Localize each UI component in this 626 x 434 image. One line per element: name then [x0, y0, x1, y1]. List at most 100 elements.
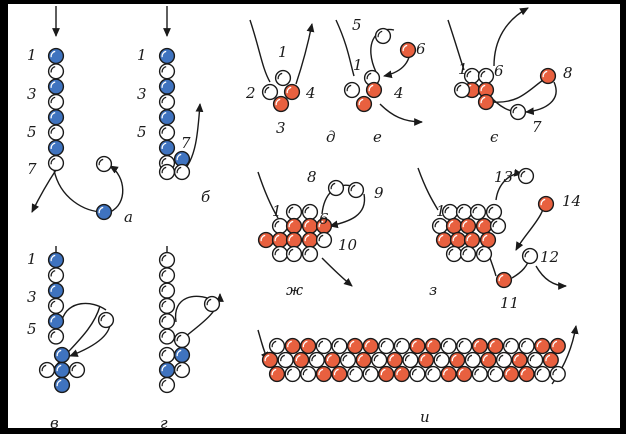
white-bead — [95, 155, 113, 173]
white-bead — [158, 282, 176, 299]
white-bead — [331, 337, 348, 355]
white-bead — [456, 337, 473, 355]
white-bead — [301, 245, 319, 263]
thread-path — [493, 7, 529, 67]
white-bead — [339, 351, 357, 369]
thread-path — [370, 28, 395, 73]
blue-bead — [53, 376, 71, 394]
white-bead — [445, 245, 463, 263]
white-bead — [47, 124, 65, 141]
blue-bead — [158, 109, 176, 126]
white-bead — [485, 203, 503, 221]
red-bead — [315, 365, 332, 383]
white-bead — [475, 245, 493, 263]
thread-path — [379, 103, 423, 126]
blue-bead — [158, 47, 176, 65]
white-bead — [463, 67, 481, 85]
white-bead — [158, 267, 176, 284]
red-bead — [285, 231, 303, 249]
red-bead — [272, 95, 290, 113]
white-bead — [274, 69, 292, 87]
blue-bead — [158, 78, 176, 95]
red-bead — [301, 231, 319, 249]
white-bead — [527, 351, 544, 369]
red-bead — [331, 365, 348, 383]
red-bead — [324, 351, 341, 369]
white-bead — [97, 311, 115, 329]
white-bead — [518, 337, 535, 355]
white-bead — [424, 365, 442, 383]
white-bead — [378, 337, 395, 355]
white-bead — [534, 365, 551, 383]
blue-bead — [47, 313, 65, 330]
white-bead — [47, 63, 65, 80]
red-bead — [261, 351, 279, 369]
blue-bead — [158, 361, 176, 379]
red-bead — [362, 337, 379, 355]
white-bead — [315, 231, 333, 249]
red-bead — [285, 217, 303, 235]
red-bead — [435, 231, 453, 249]
red-bead — [440, 365, 457, 383]
blue-bead — [47, 109, 65, 126]
red-bead — [300, 337, 317, 355]
white-bead — [301, 203, 319, 221]
white-bead — [158, 346, 176, 364]
white-bead — [158, 163, 176, 181]
white-bead — [549, 365, 566, 383]
red-bead — [365, 81, 383, 99]
thread-path — [491, 77, 547, 103]
thread-path — [257, 171, 279, 219]
red-bead — [542, 351, 559, 369]
white-bead — [343, 81, 361, 99]
red-bead — [386, 351, 403, 369]
thread-path — [295, 23, 315, 85]
red-bead — [293, 351, 310, 369]
white-bead — [300, 365, 317, 383]
red-bead — [487, 337, 504, 355]
white-bead — [47, 297, 65, 315]
white-bead — [158, 124, 176, 141]
white-bead — [495, 351, 513, 369]
white-bead — [268, 337, 286, 355]
red-bead — [346, 337, 364, 355]
white-bead — [509, 103, 527, 121]
white-bead — [158, 251, 176, 269]
white-bead — [47, 328, 65, 345]
white-bead — [362, 365, 379, 383]
thread-path — [31, 169, 57, 213]
red-bead — [355, 351, 372, 369]
blue-bead — [47, 47, 65, 65]
white-bead — [459, 245, 477, 263]
red-bead — [539, 67, 557, 85]
thread-path — [535, 265, 567, 290]
white-bead — [68, 361, 86, 379]
red-bead — [549, 337, 566, 355]
white-bead — [374, 27, 392, 45]
blue-bead — [47, 282, 65, 299]
white-bead — [464, 351, 481, 369]
white-bead — [517, 167, 535, 185]
red-bead — [449, 351, 466, 369]
red-bead — [393, 365, 410, 383]
white-bead — [271, 245, 289, 263]
white-bead — [327, 179, 345, 197]
white-bead — [346, 365, 364, 383]
white-bead — [469, 203, 487, 221]
thread-path — [185, 293, 224, 337]
red-bead — [456, 365, 473, 383]
red-bead — [268, 365, 286, 383]
red-bead — [409, 337, 426, 355]
red-bead — [463, 231, 481, 249]
white-bead — [158, 313, 176, 330]
red-bead — [502, 365, 520, 383]
red-bead — [424, 337, 442, 355]
red-bead — [399, 41, 417, 59]
white-bead — [158, 63, 176, 80]
white-bead — [173, 361, 191, 379]
white-bead — [271, 217, 289, 235]
white-bead — [487, 365, 504, 383]
red-bead — [378, 365, 395, 383]
